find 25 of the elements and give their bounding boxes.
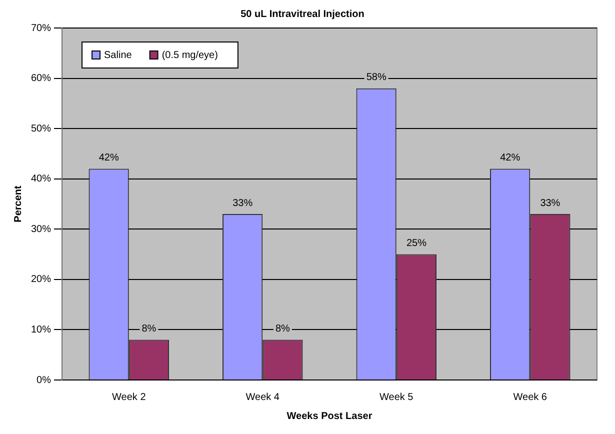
data-label: 42% <box>500 152 520 164</box>
y-tick-label: 40% <box>31 174 52 185</box>
legend-label: (0.5 mg/eye) <box>162 50 218 61</box>
y-axis-title: Percent <box>12 184 24 222</box>
data-label: 33% <box>540 198 560 209</box>
data-label: 25% <box>406 238 427 250</box>
legend-label: Saline <box>104 50 132 61</box>
data-label: 42% <box>98 152 119 164</box>
x-tick-label: Week 2 <box>112 392 146 403</box>
y-tick-label: 50% <box>31 123 52 134</box>
x-tick-label: Week 4 <box>246 392 280 403</box>
y-tick-label: 30% <box>31 224 52 235</box>
data-label: 8% <box>142 324 156 335</box>
data-label: 58% <box>366 72 386 84</box>
x-axis-title: Weeks Post Laser <box>286 410 372 422</box>
chart-title: 50 uL Intravitreal Injection <box>240 8 364 20</box>
x-tick-label: Week 5 <box>380 392 414 403</box>
y-tick-label: 20% <box>31 274 52 286</box>
y-tick-label: 10% <box>31 324 52 336</box>
y-tick-label: 70% <box>31 22 52 34</box>
data-label: 8% <box>275 324 290 335</box>
y-tick-label: 0% <box>36 374 52 386</box>
y-tick-label: 60% <box>31 73 52 84</box>
data-label: 33% <box>232 198 253 209</box>
x-tick-label: Week 6 <box>513 392 548 403</box>
